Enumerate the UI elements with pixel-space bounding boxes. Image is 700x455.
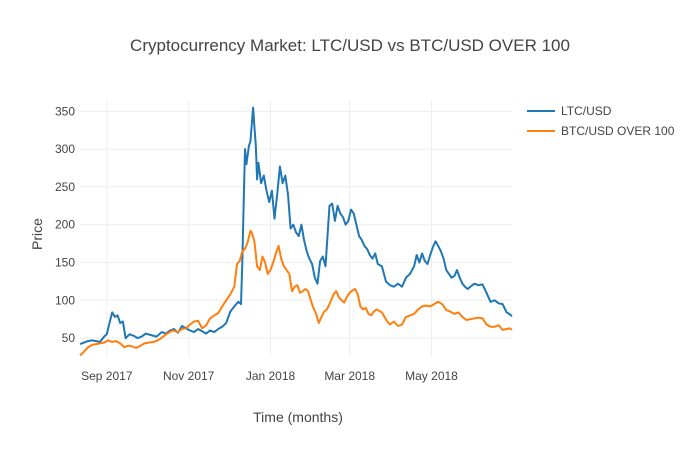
axes: 50 100 150 200 250 300 350 Sep 2017 Nov 2017 Jan … (55, 104, 458, 383)
series-line-btc-usd-over-100[interactable] (79, 229, 513, 357)
y-tick-label: 200 (55, 218, 75, 232)
y-tick-label: 100 (55, 293, 75, 307)
legend-item-btc[interactable]: BTC/USD OVER 100 (527, 124, 675, 138)
x-tick-label: Sep 2017 (81, 369, 133, 383)
legend-label-ltc: LTC/USD (561, 104, 612, 118)
y-axis-title: Price (29, 218, 45, 250)
x-tick-label: May 2018 (405, 369, 458, 383)
x-tick-label: Nov 2017 (163, 369, 215, 383)
x-tick-label: Jan 2018 (246, 369, 296, 383)
series-lines (79, 106, 513, 357)
y-tick-label: 350 (55, 104, 75, 118)
y-tick-label: 50 (62, 331, 76, 345)
y-tick-label: 300 (55, 142, 75, 156)
legend[interactable]: LTC/USD BTC/USD OVER 100 (527, 104, 675, 138)
y-tick-label: 150 (55, 256, 75, 270)
x-tick-label: Mar 2018 (324, 369, 375, 383)
y-tick-label: 250 (55, 180, 75, 194)
grid (80, 100, 512, 357)
chart-title: Cryptocurrency Market: LTC/USD vs BTC/US… (130, 36, 570, 55)
legend-label-btc: BTC/USD OVER 100 (561, 124, 675, 138)
x-axis-title: Time (months) (253, 409, 343, 425)
legend-item-ltc[interactable]: LTC/USD (527, 104, 612, 118)
